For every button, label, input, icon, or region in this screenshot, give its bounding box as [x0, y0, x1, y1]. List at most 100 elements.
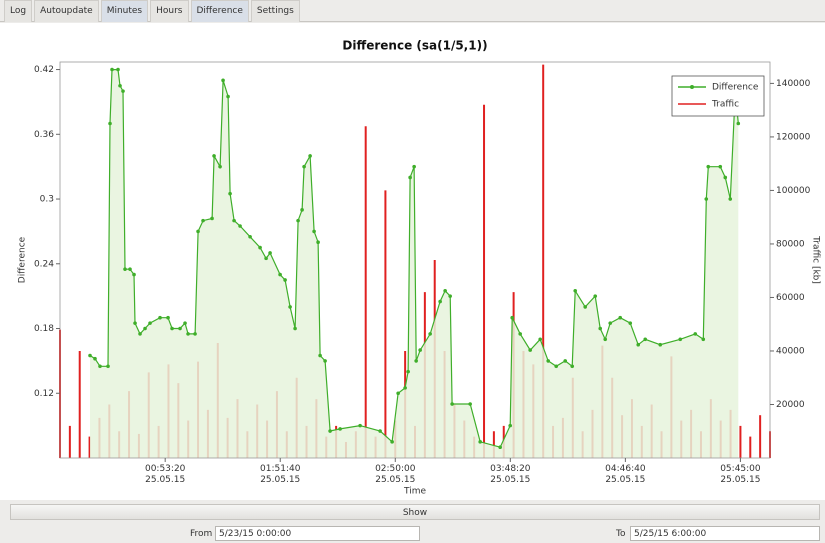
difference-point: [528, 348, 532, 352]
difference-point: [296, 218, 300, 223]
difference-point: [628, 321, 633, 325]
difference-point: [608, 321, 613, 325]
difference-point: [583, 305, 588, 309]
tab[interactable]: Log: [4, 0, 33, 22]
difference-point: [412, 164, 416, 169]
difference-point: [554, 364, 559, 369]
difference-point: [221, 78, 225, 83]
difference-point: [498, 445, 502, 450]
difference-point: [428, 332, 432, 336]
difference-point: [323, 359, 327, 363]
difference-point: [563, 359, 568, 363]
difference-point: [573, 288, 578, 293]
difference-point: [210, 216, 214, 221]
difference-point: [212, 154, 216, 158]
legend-marker: [690, 85, 694, 89]
difference-point: [123, 267, 127, 271]
difference-point: [328, 429, 332, 433]
x-tick-label: 03:48:20 25.05.15: [490, 464, 531, 485]
y2-tick-label: 20000: [776, 400, 805, 410]
difference-point: [636, 342, 641, 347]
difference-point: [98, 364, 102, 369]
difference-point: [478, 440, 482, 444]
difference-point: [618, 315, 623, 320]
from-label: From: [190, 529, 213, 539]
difference-point: [186, 332, 190, 336]
difference-point: [396, 391, 400, 396]
tab[interactable]: Minutes: [100, 0, 149, 22]
difference-point: [196, 229, 200, 234]
difference-point: [201, 218, 205, 223]
difference-point: [736, 121, 741, 126]
difference-point: [288, 305, 292, 309]
difference-area: [90, 69, 739, 458]
difference-point: [308, 154, 312, 158]
show-button[interactable]: Show: [10, 504, 820, 520]
difference-point: [110, 67, 114, 72]
difference-point: [718, 164, 723, 169]
difference-point: [293, 326, 297, 331]
x-tick-label: 00:53:20 25.05.15: [145, 464, 186, 485]
difference-point: [728, 197, 733, 201]
tab[interactable]: Hours: [150, 0, 189, 22]
difference-point: [603, 337, 608, 342]
difference-point: [538, 337, 543, 342]
difference-point: [658, 342, 663, 347]
difference-point: [133, 321, 137, 325]
difference-point: [302, 164, 306, 169]
difference-point: [598, 326, 603, 331]
difference-point: [183, 321, 187, 325]
y-tick-label: 0.36: [34, 130, 54, 140]
tab[interactable]: Difference: [190, 0, 249, 22]
difference-point: [450, 402, 454, 406]
difference-point: [128, 267, 132, 271]
y-tick-label: 0.12: [34, 389, 54, 399]
tab[interactable]: Settings: [250, 0, 300, 22]
difference-point: [148, 321, 152, 325]
difference-point: [390, 440, 394, 444]
difference-point: [704, 197, 709, 201]
y-tick-label: 0.42: [34, 65, 54, 75]
difference-point: [312, 229, 316, 234]
y2-tick-label: 140000: [776, 79, 811, 89]
to-input[interactable]: 5/25/15 6:00:00: [630, 526, 820, 541]
difference-point: [701, 337, 706, 342]
difference-point: [358, 423, 362, 428]
difference-point: [406, 369, 410, 374]
from-input[interactable]: 5/23/15 0:00:00: [215, 526, 420, 541]
difference-point: [338, 427, 342, 431]
difference-point: [226, 94, 230, 99]
y-tick-label: 0.18: [34, 324, 54, 334]
x-tick-label: 01:51:40 25.05.15: [260, 464, 301, 485]
y-axis-label: Difference: [18, 236, 28, 283]
difference-point: [508, 423, 512, 428]
difference-point: [238, 224, 242, 228]
difference-point: [723, 175, 728, 180]
difference-point: [570, 364, 575, 369]
y2-tick-label: 100000: [776, 186, 811, 196]
difference-point: [264, 256, 268, 261]
difference-point: [408, 175, 412, 180]
to-label: To: [616, 529, 626, 539]
y2-tick-label: 40000: [776, 346, 805, 356]
difference-point: [438, 299, 442, 304]
y-tick-label: 0.24: [34, 259, 54, 269]
difference-point: [118, 83, 122, 88]
tab[interactable]: Autoupdate: [34, 0, 99, 22]
difference-point: [116, 67, 120, 72]
difference-point: [93, 356, 97, 361]
difference-point: [468, 402, 472, 406]
difference-point: [593, 294, 598, 298]
difference-point: [510, 315, 514, 320]
difference-point: [318, 353, 322, 358]
difference-point: [166, 315, 170, 320]
difference-point: [88, 353, 92, 358]
difference-point: [678, 337, 683, 342]
difference-point: [138, 332, 142, 336]
y-tick-label: 0.3: [40, 195, 54, 205]
difference-point: [693, 332, 698, 336]
difference-point: [278, 272, 282, 277]
difference-point: [443, 288, 447, 293]
difference-point: [418, 348, 422, 352]
